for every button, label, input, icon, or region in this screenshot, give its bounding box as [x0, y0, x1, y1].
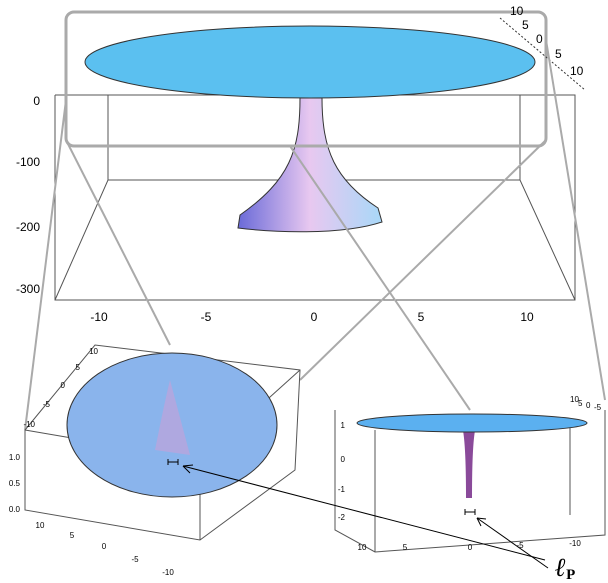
- tick-label: 1: [341, 421, 346, 430]
- funnel-surface: [238, 98, 382, 232]
- tick-label: -10: [569, 539, 581, 548]
- tick-label: 0.0: [9, 505, 21, 514]
- depth-tick-label: 5: [522, 18, 529, 32]
- tick-label: 5: [578, 399, 583, 408]
- x-tick-label: -5: [201, 310, 212, 324]
- scale-bar: [465, 509, 475, 515]
- depth-tick-label: 5: [555, 47, 562, 61]
- left-inset: 10 5 0 -5 -10 1.0 0.5 0.0 10 5 0 -5 -10: [9, 345, 300, 577]
- arrows: [183, 465, 548, 568]
- figure: 0 -100 -200 -300 -10 -5 0 5 10 10 5 0 5 …: [0, 0, 608, 583]
- tick-label: 0.5: [9, 479, 21, 488]
- tick-label: 1.0: [9, 453, 21, 462]
- tick-label: 0: [102, 542, 107, 551]
- tick-label: -5: [43, 400, 51, 409]
- main-plot: 0 -100 -200 -300 -10 -5 0 5 10 10 5 0 5 …: [16, 4, 585, 324]
- x-tick-label: 10: [520, 310, 534, 324]
- depth-tick-label: 10: [570, 64, 584, 78]
- tick-label: -10: [23, 420, 35, 429]
- z-tick-label: -200: [16, 220, 40, 234]
- surface: [357, 414, 587, 432]
- tick-label: 10: [36, 521, 45, 530]
- tick-label: -10: [162, 568, 174, 577]
- z-tick-label: 0: [33, 94, 40, 108]
- label-subscript: P: [566, 567, 575, 583]
- x-tick-label: 5: [418, 310, 425, 324]
- z-tick-label: -100: [16, 155, 40, 169]
- funnel: [462, 426, 476, 498]
- right-inset: 1 0 -1 -2 10 5 0 -5 -10 10 5 0 -5: [335, 395, 605, 552]
- tick-label: 10: [89, 347, 98, 356]
- label-symbol: ℓ: [555, 553, 566, 582]
- tick-label: -5: [594, 403, 602, 412]
- tick-label: -5: [131, 555, 139, 564]
- z-tick-label: -300: [16, 282, 40, 296]
- x-tick-label: 0: [311, 310, 318, 324]
- tick-label: 5: [403, 543, 408, 552]
- depth-tick-label: 10: [510, 4, 524, 18]
- tick-label: 10: [358, 543, 367, 552]
- tick-label: -1: [338, 485, 346, 494]
- label: ℓP: [555, 553, 575, 583]
- tick-label: 0: [61, 381, 66, 390]
- tick-label: 0: [341, 455, 346, 464]
- tick-label: -2: [338, 513, 346, 522]
- top-surface: [85, 26, 535, 98]
- tick-label: 5: [76, 363, 81, 372]
- tick-label: 5: [70, 531, 75, 540]
- depth-tick-label: 0: [536, 32, 543, 46]
- tick-label: 0: [586, 401, 591, 410]
- tick-label: 0: [468, 543, 473, 552]
- x-tick-label: -10: [90, 310, 108, 324]
